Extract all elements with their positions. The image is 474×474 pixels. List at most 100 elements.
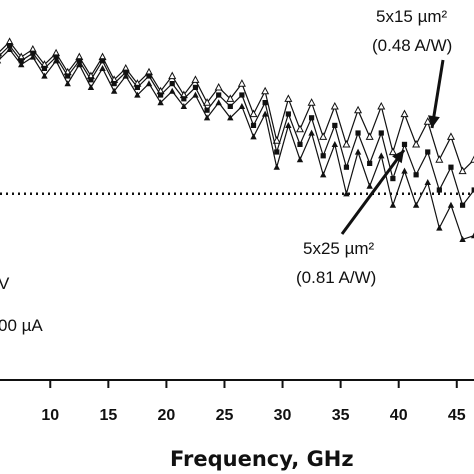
series-2-point-35 xyxy=(390,176,396,182)
series-2-point-25 xyxy=(274,149,280,155)
series-3-point-6 xyxy=(52,57,60,64)
series-1-point-35 xyxy=(388,147,397,156)
series-1-point-28 xyxy=(307,98,316,106)
series-2-point-12 xyxy=(123,69,129,75)
series-2-point-28 xyxy=(308,115,315,121)
series-3-point-5 xyxy=(41,72,48,79)
series-2-point-5 xyxy=(41,65,48,71)
x-tick-label-40: 40 xyxy=(390,407,408,424)
series-1-point-24 xyxy=(261,86,270,95)
series-1-point-22 xyxy=(237,79,246,87)
series-1-point-39 xyxy=(435,155,444,163)
x-tick-layer: 10 15 20 25 30 35 40 45 xyxy=(41,380,466,424)
series-2-point-34 xyxy=(378,130,384,136)
series-3-point-12 xyxy=(122,72,129,79)
series-2-point-11 xyxy=(111,81,117,87)
series-2-point-39 xyxy=(436,187,442,193)
series-1-point-21 xyxy=(226,94,235,102)
series-3-point-22 xyxy=(238,103,246,109)
series-3-point-10 xyxy=(99,65,106,71)
series-2-point-41 xyxy=(459,202,466,208)
series-3-point-26 xyxy=(285,122,292,128)
series-3-point-9 xyxy=(87,84,95,90)
series-3-point-36 xyxy=(401,167,408,174)
series-3-point-19 xyxy=(203,114,211,121)
series-3-point-33 xyxy=(366,182,373,189)
series-2-point-19 xyxy=(204,107,210,113)
series-1-point-26 xyxy=(284,94,293,102)
series-2-point-38 xyxy=(425,149,431,155)
series-2-point-26 xyxy=(285,111,291,117)
series-2-point-14 xyxy=(146,73,152,79)
series-3-point-32 xyxy=(354,148,362,155)
series-3-point-25 xyxy=(273,163,280,170)
series-2-point-7 xyxy=(65,73,71,79)
series-3-point-27 xyxy=(296,156,304,163)
series-1-point-30 xyxy=(330,101,339,110)
series-2-point-2 xyxy=(7,43,13,49)
x-tick-label-30: 30 xyxy=(274,407,292,424)
series-3-point-16 xyxy=(169,87,176,94)
series-1-point-29 xyxy=(319,132,328,140)
series-2-point-8 xyxy=(76,58,82,64)
x-tick-label-35: 35 xyxy=(332,407,350,424)
series-3-point-15 xyxy=(157,99,164,106)
series-2-point-3 xyxy=(18,58,24,64)
series-1-point-37 xyxy=(412,139,421,148)
annotation-top-line1: 5x15 µm² xyxy=(376,7,448,26)
series-3-point-7 xyxy=(64,80,71,87)
series-2-point-15 xyxy=(158,92,164,98)
series-2-point-4 xyxy=(30,50,36,56)
series-3-point-38 xyxy=(424,179,431,185)
series-3-point-41 xyxy=(459,236,466,242)
series-1-point-36 xyxy=(400,109,409,118)
series-3-point-4 xyxy=(29,53,37,60)
series-3-point-34 xyxy=(378,152,385,159)
series-3-point-28 xyxy=(308,129,315,136)
series-3-point-8 xyxy=(76,61,83,68)
series-1-point-34 xyxy=(377,101,386,110)
series-2-point-10 xyxy=(99,58,106,64)
series-3-point-23 xyxy=(250,133,257,140)
series-2-point-36 xyxy=(401,141,408,147)
series-2-point-21 xyxy=(227,103,233,109)
annotation-bottom-line2: (0.81 A/W) xyxy=(296,268,376,287)
series-3-point-20 xyxy=(215,99,222,106)
annotation-top-line2: (0.48 A/W) xyxy=(372,36,452,55)
series-2-point-24 xyxy=(262,100,268,106)
series-3-point-40 xyxy=(447,201,455,208)
series-2 xyxy=(0,43,474,208)
series-2-line xyxy=(0,44,474,207)
series-2-point-13 xyxy=(134,84,140,90)
x-tick-label-20: 20 xyxy=(158,407,176,424)
series-1-point-31 xyxy=(342,139,351,148)
series-1-point-40 xyxy=(446,132,455,140)
series-2-point-37 xyxy=(413,172,419,178)
arrow-to-5x25-curve-head xyxy=(392,150,404,164)
series-1-point-27 xyxy=(295,124,305,133)
x-tick-label-15: 15 xyxy=(99,407,117,424)
series-2-point-42 xyxy=(471,187,474,193)
series-2-point-22 xyxy=(239,92,245,98)
series-2-point-16 xyxy=(169,81,175,87)
series-2-point-29 xyxy=(320,153,326,159)
x-axis-title: Frequency, GHz xyxy=(170,447,354,471)
series-1-point-19 xyxy=(203,98,212,106)
series-3 xyxy=(0,46,474,242)
annotation-arrow-layer xyxy=(340,59,445,235)
series-2-point-6 xyxy=(53,54,59,60)
series-2-point-32 xyxy=(355,130,361,136)
x-tick-label-25: 25 xyxy=(216,407,234,424)
series-layer xyxy=(0,37,474,242)
series-1-point-38 xyxy=(423,117,432,125)
series-1-point-23 xyxy=(249,109,258,118)
annotation-bottom-line1: 5x25 µm² xyxy=(303,239,375,258)
series-2-point-30 xyxy=(332,122,338,128)
series-3-point-42 xyxy=(470,232,474,239)
series-1-point-25 xyxy=(272,136,281,144)
series-1-point-42 xyxy=(470,155,474,163)
series-2-point-23 xyxy=(250,122,257,128)
series-1-point-18 xyxy=(191,75,200,83)
series-2-point-27 xyxy=(297,141,303,147)
